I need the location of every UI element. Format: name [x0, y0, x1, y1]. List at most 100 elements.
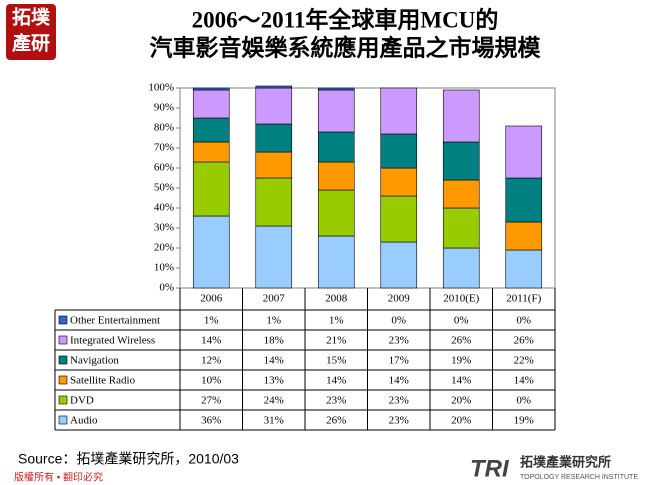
data-label: 15%	[326, 355, 346, 367]
legend-label: Integrated Wireless	[70, 335, 155, 347]
y-tick-label: 50%	[154, 182, 174, 194]
y-tick-label: 90%	[154, 102, 174, 114]
data-label: 26%	[451, 335, 471, 347]
data-label: 20%	[451, 395, 471, 407]
data-label: 14%	[326, 375, 346, 387]
data-label: 22%	[514, 355, 534, 367]
data-label: 26%	[514, 335, 534, 347]
data-label: 13%	[264, 375, 284, 387]
data-label: 18%	[264, 335, 284, 347]
chart-title: 2006～2011年全球車用MCU的	[192, 6, 499, 32]
data-label: 0%	[516, 395, 531, 407]
legend-swatch	[58, 395, 68, 405]
data-label: 14%	[201, 335, 221, 347]
legend-swatch	[58, 415, 68, 425]
bar-segment	[380, 87, 418, 135]
bar-segment	[192, 141, 230, 163]
brand-name: 拓墣產業研究所	[520, 454, 611, 469]
data-label: 0%	[454, 315, 469, 327]
data-label: 14%	[451, 375, 471, 387]
x-tick-label: 2009	[388, 293, 411, 305]
legend-label: Audio	[70, 415, 98, 427]
x-tick-label: 2008	[325, 293, 348, 305]
bar-segment	[255, 177, 293, 227]
x-tick-label: 2011(F)	[506, 293, 541, 305]
bar-segment	[255, 123, 293, 153]
bar-segment	[255, 85, 293, 89]
data-label: 23%	[389, 415, 409, 427]
bar-segment	[505, 125, 543, 179]
data-label: 0%	[391, 315, 406, 327]
y-tick-label: 20%	[154, 242, 174, 254]
bar-segment	[192, 215, 230, 289]
bar-segment	[442, 141, 480, 181]
bar-segment	[317, 87, 355, 91]
y-tick-label: 100%	[148, 82, 174, 94]
y-tick-label: 40%	[154, 202, 174, 214]
chart-title: 汽車影音娛樂系統應用產品之市場規模	[150, 34, 542, 60]
data-label: 26%	[326, 415, 346, 427]
bar-segment	[255, 87, 293, 125]
x-tick-label: 2007	[263, 293, 286, 305]
plot-area	[179, 87, 556, 289]
x-tick-label: 2006	[200, 293, 223, 305]
footer: 版權所有 • 翻印必究	[14, 471, 103, 484]
data-label: 23%	[326, 395, 346, 407]
bar-segment	[192, 89, 230, 119]
bar-segment	[317, 89, 355, 133]
bar-segment	[255, 151, 293, 179]
data-label: 23%	[389, 395, 409, 407]
data-label: 17%	[389, 355, 409, 367]
data-label: 27%	[201, 395, 221, 407]
data-label: 36%	[201, 415, 221, 427]
bar-segment	[442, 89, 480, 143]
bar-segment	[442, 179, 480, 209]
logo-text: 拓墣	[12, 5, 50, 28]
y-tick-label: 70%	[154, 142, 174, 154]
bar-segment	[505, 177, 543, 223]
bar-segment	[380, 133, 418, 169]
bar-segment	[317, 161, 355, 191]
data-label: 24%	[264, 395, 284, 407]
y-tick-label: 80%	[154, 122, 174, 134]
bar-segment	[192, 161, 230, 217]
legend-label: Satellite Radio	[70, 375, 136, 387]
y-tick-label: 60%	[154, 162, 174, 174]
source: Source：拓墣產業研究所，2010/03	[18, 451, 239, 467]
y-tick-label: 30%	[154, 222, 174, 234]
data-label: 12%	[201, 355, 221, 367]
data-label: 14%	[389, 375, 409, 387]
data-label: 1%	[266, 315, 281, 327]
data-label: 31%	[264, 415, 284, 427]
legend-label: Navigation	[70, 355, 119, 367]
legend-swatch	[58, 375, 68, 385]
legend-swatch	[58, 355, 68, 365]
bar-segment	[442, 247, 480, 289]
data-label: 20%	[451, 415, 471, 427]
bar-segment	[192, 117, 230, 143]
bar-segment	[442, 207, 480, 249]
data-label: 19%	[514, 415, 534, 427]
data-label: 10%	[201, 375, 221, 387]
bar-segment	[505, 221, 543, 251]
x-tick-label: 2010(E)	[443, 293, 479, 305]
y-tick-label: 0%	[159, 282, 174, 294]
data-label: 23%	[389, 335, 409, 347]
data-label: 0%	[516, 315, 531, 327]
brand-english: TOPOLOGY RESEARCH INSTITUTE	[520, 474, 638, 481]
data-label: 14%	[514, 375, 534, 387]
bar-segment	[380, 195, 418, 243]
bar-segment	[380, 241, 418, 289]
logo-text: 產研	[12, 31, 50, 54]
data-label: 19%	[451, 355, 471, 367]
brand-mark: TRI	[470, 455, 510, 482]
bar-segment	[317, 189, 355, 237]
legend-label: DVD	[70, 395, 94, 407]
data-label: 21%	[326, 335, 346, 347]
data-label: 1%	[204, 315, 219, 327]
legend-swatch	[58, 315, 68, 325]
bar-segment	[380, 167, 418, 197]
bar-segment	[317, 235, 355, 289]
y-tick-label: 10%	[154, 262, 174, 274]
